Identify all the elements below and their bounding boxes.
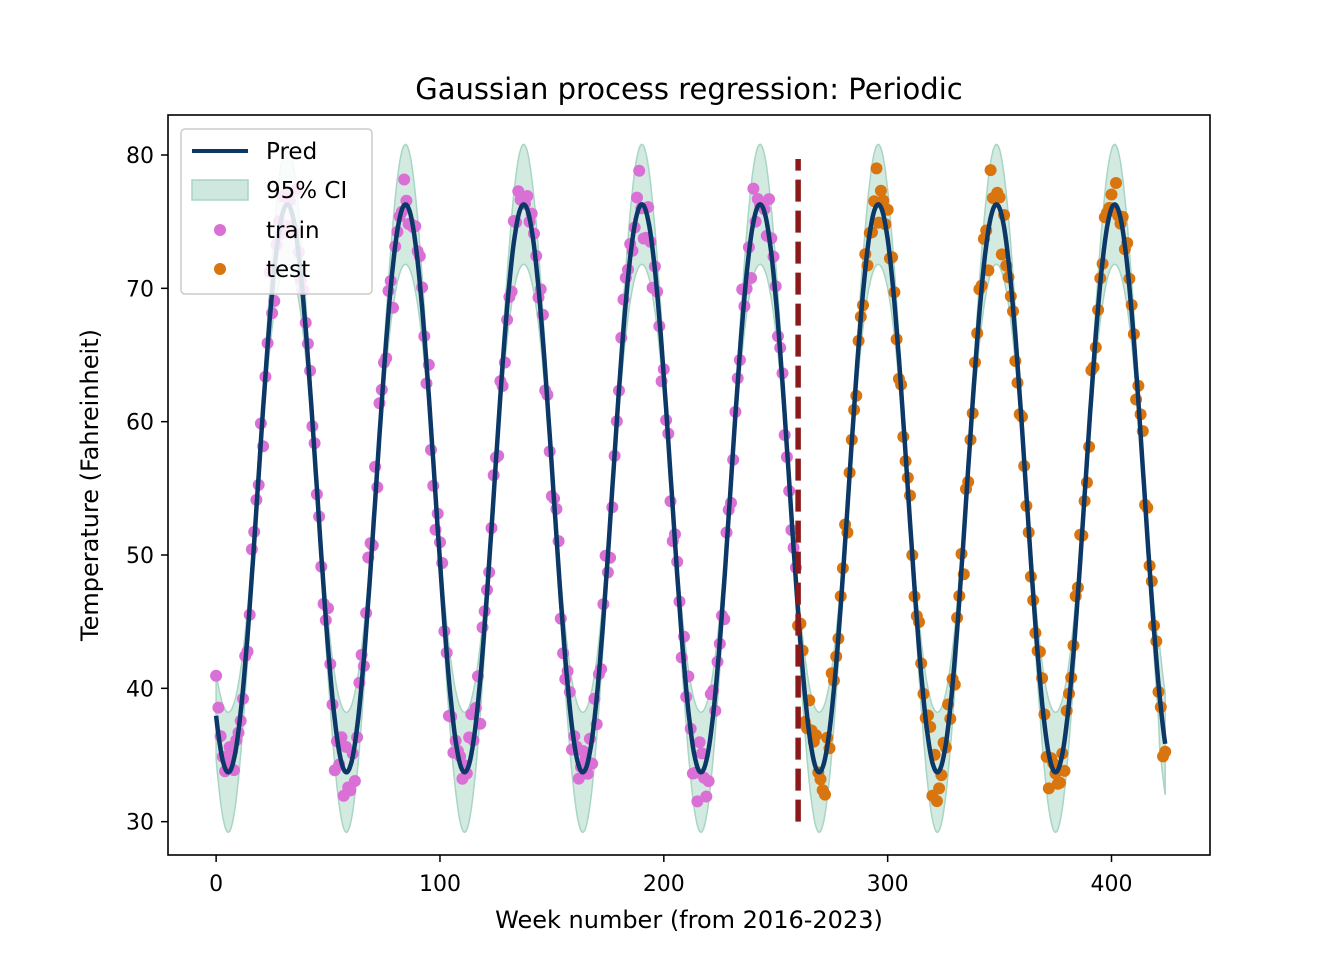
y-tick-label: 80 [126, 144, 154, 169]
train-point [210, 669, 223, 682]
train-point [572, 772, 585, 785]
y-tick-label: 40 [126, 677, 154, 702]
test-point [930, 795, 943, 808]
test-point [933, 782, 946, 795]
legend-train-swatch [214, 224, 226, 236]
train-point [631, 191, 643, 204]
train-point [212, 701, 225, 714]
axes-frame [167, 114, 1211, 856]
legend-test-label: test [266, 257, 310, 283]
legend-box [180, 128, 373, 295]
x-tick-label: 300 [867, 872, 909, 897]
x-tick-label: 200 [643, 872, 685, 897]
train-point [695, 747, 708, 760]
y-tick-label: 70 [126, 277, 154, 302]
y-axis: 30 40 50 60 70 80 [126, 144, 168, 836]
test-point [870, 162, 883, 175]
plot-area [210, 143, 1172, 834]
train-point [398, 173, 411, 186]
train-point [348, 775, 361, 787]
legend-test-swatch [214, 263, 226, 275]
legend-ci-swatch [191, 179, 249, 201]
train-point [700, 790, 713, 803]
x-tick-label: 0 [209, 872, 223, 897]
x-tick-label: 400 [1091, 872, 1133, 897]
x-tick-label: 100 [419, 872, 461, 897]
test-point [874, 184, 887, 197]
test-point [1105, 188, 1118, 201]
legend-pred-label: Pred [266, 139, 317, 165]
y-axis-label: Temperature (Fahreinheit) [76, 329, 104, 642]
chart-title: Gaussian process regression: Periodic [415, 72, 962, 106]
test-point [1054, 776, 1066, 789]
train-point [633, 164, 646, 177]
train-point [344, 784, 357, 797]
test-point [1058, 764, 1071, 777]
test-point [993, 191, 1006, 204]
test-point [814, 773, 827, 786]
x-axis: 0 100 200 300 400 [209, 855, 1133, 897]
train-point [747, 182, 760, 195]
y-tick-label: 60 [126, 411, 154, 436]
legend: Pred 95% CI train test [180, 128, 373, 295]
train-point [691, 795, 704, 808]
test-point [810, 729, 822, 742]
train-point [702, 775, 715, 788]
test-point [1110, 177, 1122, 189]
x-axis-label: Week number (from 2016-2023) [495, 906, 883, 934]
test-point [819, 788, 831, 801]
legend-train-label: train [266, 218, 320, 244]
test-point [1042, 782, 1055, 795]
train-point [763, 193, 775, 206]
pred-line [213, 202, 1168, 775]
test-point [995, 248, 1008, 261]
legend-ci-label: 95% CI [266, 178, 347, 204]
test-point [1159, 745, 1172, 758]
train-point [521, 190, 534, 202]
y-tick-label: 30 [126, 811, 154, 836]
y-tick-label: 50 [126, 544, 154, 569]
train-point [693, 736, 706, 749]
test-point [984, 164, 997, 177]
